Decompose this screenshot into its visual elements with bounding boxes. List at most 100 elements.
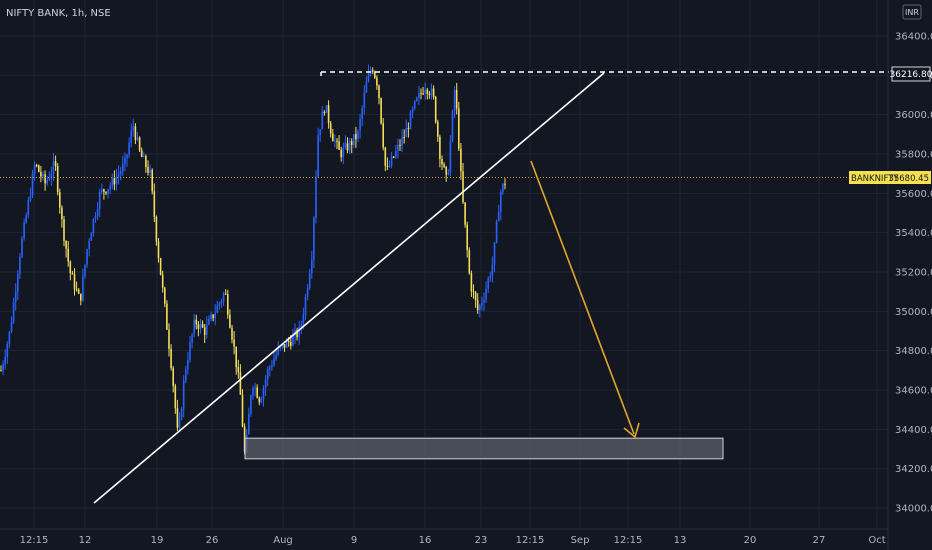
candle [75, 281, 78, 292]
price-tick-label: 34600.00 [895, 386, 932, 397]
candle [401, 129, 403, 153]
price-tick-label: 36000.00 [895, 110, 932, 121]
candle [105, 191, 107, 195]
candle [33, 161, 36, 181]
time-axis[interactable]: 12:15 12 19 26 Aug 9 16 23 12:15 Sep 12:15 13 20 27 Oc… [20, 535, 886, 546]
candle [208, 315, 210, 326]
candle [493, 242, 496, 273]
currency-button[interactable]: INR [902, 4, 922, 20]
candle [147, 160, 149, 176]
candle [376, 75, 378, 90]
candle [334, 134, 336, 148]
candle [460, 142, 462, 180]
candle [304, 293, 307, 321]
drawings-layer [0, 71, 889, 504]
candle [191, 333, 193, 349]
time-tick-label: 12:15 [614, 535, 643, 546]
candle [271, 360, 273, 372]
time-tick-label: 13 [674, 535, 687, 546]
candle [483, 292, 485, 312]
candle [17, 270, 19, 300]
candle [50, 166, 53, 186]
candle [153, 183, 156, 222]
candle [149, 164, 151, 177]
candle [445, 166, 447, 182]
candle [27, 197, 30, 219]
candle [264, 375, 267, 396]
candle [103, 188, 105, 200]
candle [416, 96, 418, 102]
target-zone-box[interactable] [244, 437, 724, 460]
candle [38, 164, 40, 173]
candle [65, 240, 67, 258]
symbol-title: NIFTY BANK, 1h, NSE [6, 8, 111, 19]
candle [44, 170, 46, 191]
candle [495, 219, 498, 244]
candle [283, 344, 286, 352]
time-tick-label: 20 [744, 535, 757, 546]
candle [40, 165, 42, 183]
candle [403, 129, 405, 144]
candle [172, 366, 174, 393]
candle [216, 300, 219, 314]
candle [166, 300, 168, 331]
price-tick-label: 35000.00 [895, 307, 932, 318]
candle [248, 407, 250, 435]
candle [69, 260, 72, 281]
candle [424, 82, 426, 100]
candle [227, 289, 229, 319]
candle [441, 155, 443, 170]
candle [298, 320, 300, 345]
candle [346, 137, 349, 154]
candle [101, 183, 103, 195]
candle [25, 212, 27, 224]
candle [340, 146, 342, 162]
candle [155, 215, 158, 246]
candle [447, 168, 450, 176]
candle [229, 309, 231, 329]
projection-arrow-head [623, 422, 640, 439]
candle [254, 382, 256, 397]
candle [250, 394, 252, 417]
candle [122, 155, 124, 177]
candle [258, 396, 261, 406]
projection-arrow[interactable] [530, 160, 635, 435]
time-tick-label: Aug [273, 535, 293, 546]
candle [422, 86, 424, 96]
candle [317, 127, 319, 178]
candle [96, 202, 99, 221]
candle [315, 170, 317, 224]
candle [56, 163, 59, 196]
candle [193, 314, 195, 338]
candle [157, 237, 160, 263]
candle [380, 97, 382, 125]
candle [201, 320, 204, 329]
candle [189, 336, 191, 363]
resistance-price-tag: 36216.80 [890, 66, 932, 82]
candle [84, 264, 86, 279]
candle [439, 134, 441, 168]
candle [500, 189, 502, 221]
ascending-trendline[interactable] [93, 72, 605, 504]
candle [92, 218, 95, 237]
candle [455, 82, 458, 115]
price-tick-label: 34800.00 [895, 346, 932, 357]
time-tick-label: 16 [419, 535, 432, 546]
candle [241, 389, 244, 428]
candle [348, 138, 351, 154]
candle [124, 152, 126, 172]
candle [266, 366, 269, 387]
candle [437, 119, 439, 142]
candle [61, 205, 63, 228]
current-symbol-label: BANKNIFTY [851, 174, 899, 184]
candle [151, 168, 153, 195]
candle [468, 247, 471, 275]
candle [504, 178, 506, 190]
candle [308, 268, 311, 291]
candle [443, 162, 445, 169]
candle [46, 175, 48, 186]
candle [390, 151, 393, 169]
candle [338, 135, 340, 150]
candle [382, 118, 384, 151]
